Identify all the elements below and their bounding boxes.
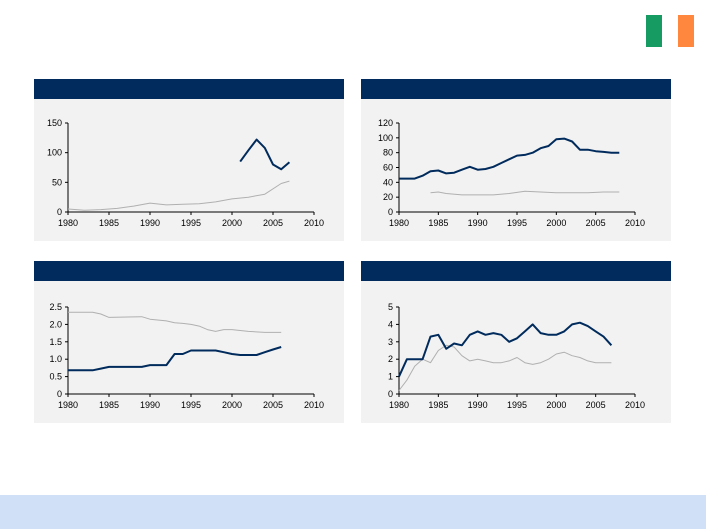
y-tick-label: 2 [388,354,393,364]
flag-stripe-green [646,15,662,47]
ireland-flag-icon [646,15,694,47]
y-tick-label: 0.5 [49,372,62,382]
y-tick-label: 150 [47,118,62,128]
chart-1: 0 50 100 150 1980 1985 1990 1995 2000 2005 2010 [47,118,324,228]
x-tick-label: 1995 [507,218,527,228]
series-line-primary [239,138,291,171]
y-tick-label: 2.0 [49,319,62,329]
chart-panel-4: 0 1 2 3 4 5 1980 1985 1990 1995 2000 2005 2010 [361,261,671,423]
chart-3: 0 0.5 1.0 1.5 2.0 2.5 1980 1985 1990 1995 2000 2005… [49,302,324,410]
chart-header-3 [34,261,344,281]
x-tick-label: 2005 [263,218,283,228]
x-tick-label: 1990 [468,400,488,410]
chart-panel-2: 0 20 40 60 80 100 120 1980 1985 1990 1995 2000 2005 2… [361,79,671,241]
x-tick-label: 2010 [304,400,324,410]
x-tick-label: 2005 [586,400,606,410]
y-tick-label: 2.5 [49,302,62,312]
chart-header-2 [361,79,671,99]
x-tick-label: 2000 [546,218,566,228]
y-tick-label: 0 [388,207,393,217]
x-tick-label: 1995 [181,400,201,410]
flag-stripe-white [662,15,678,47]
x-tick-label: 2010 [625,400,645,410]
y-tick-label: 100 [378,133,393,143]
y-tick-label: 50 [52,177,62,187]
y-tick-label: 40 [383,177,393,187]
series-line-primary [68,346,282,372]
y-tick-label: 60 [383,163,393,173]
x-tick-label: 1995 [507,400,527,410]
x-tick-label: 1980 [58,400,78,410]
x-tick-label: 1980 [389,218,409,228]
x-tick-label: 2005 [586,218,606,228]
x-tick-label: 2010 [304,218,324,228]
series-line-primary [398,321,613,378]
series-line-secondary [67,180,290,211]
chart-header-4 [361,261,671,281]
x-tick-label: 1985 [428,400,448,410]
chart-4: 0 1 2 3 4 5 1980 1985 1990 1995 2000 2005 2010 [388,302,645,410]
x-tick-label: 1990 [468,218,488,228]
x-tick-label: 1980 [389,400,409,410]
x-tick-label: 1990 [140,218,160,228]
chart-header-1 [34,79,344,99]
x-tick-label: 2010 [625,218,645,228]
chart-panel-1: 0 50 100 150 1980 1985 1990 1995 2000 2005 2010 [34,79,344,241]
x-tick-label: 1985 [99,218,119,228]
series-line-secondary [398,344,612,391]
y-tick-label: 5 [388,302,393,312]
x-tick-label: 1980 [58,218,78,228]
y-tick-label: 0 [57,207,62,217]
x-tick-label: 1985 [428,218,448,228]
x-tick-label: 1985 [99,400,119,410]
x-tick-label: 2000 [222,400,242,410]
flag-stripe-orange [678,15,694,47]
y-tick-label: 120 [378,118,393,128]
y-tick-label: 3 [388,337,393,347]
y-tick-label: 0 [388,389,393,399]
series-line-primary [399,137,620,180]
y-tick-label: 1 [388,372,393,382]
y-tick-label: 1.0 [49,354,62,364]
series-line-secondary [430,190,620,196]
x-tick-label: 1995 [181,218,201,228]
y-tick-label: 100 [47,148,62,158]
chart-2: 0 20 40 60 80 100 120 1980 1985 1990 1995 2000 2005 2… [378,118,645,228]
series-line-secondary [68,311,282,333]
y-tick-label: 80 [383,148,393,158]
y-tick-label: 1.5 [49,337,62,347]
y-tick-label: 20 [383,192,393,202]
chart-panel-3: 0 0.5 1.0 1.5 2.0 2.5 1980 1985 1990 1995 2000 2005… [34,261,344,423]
y-tick-label: 0 [57,389,62,399]
footer-band [0,495,706,529]
x-tick-label: 1990 [140,400,160,410]
x-tick-label: 2000 [546,400,566,410]
x-tick-label: 2005 [263,400,283,410]
x-tick-label: 2000 [222,218,242,228]
y-tick-label: 4 [388,319,393,329]
